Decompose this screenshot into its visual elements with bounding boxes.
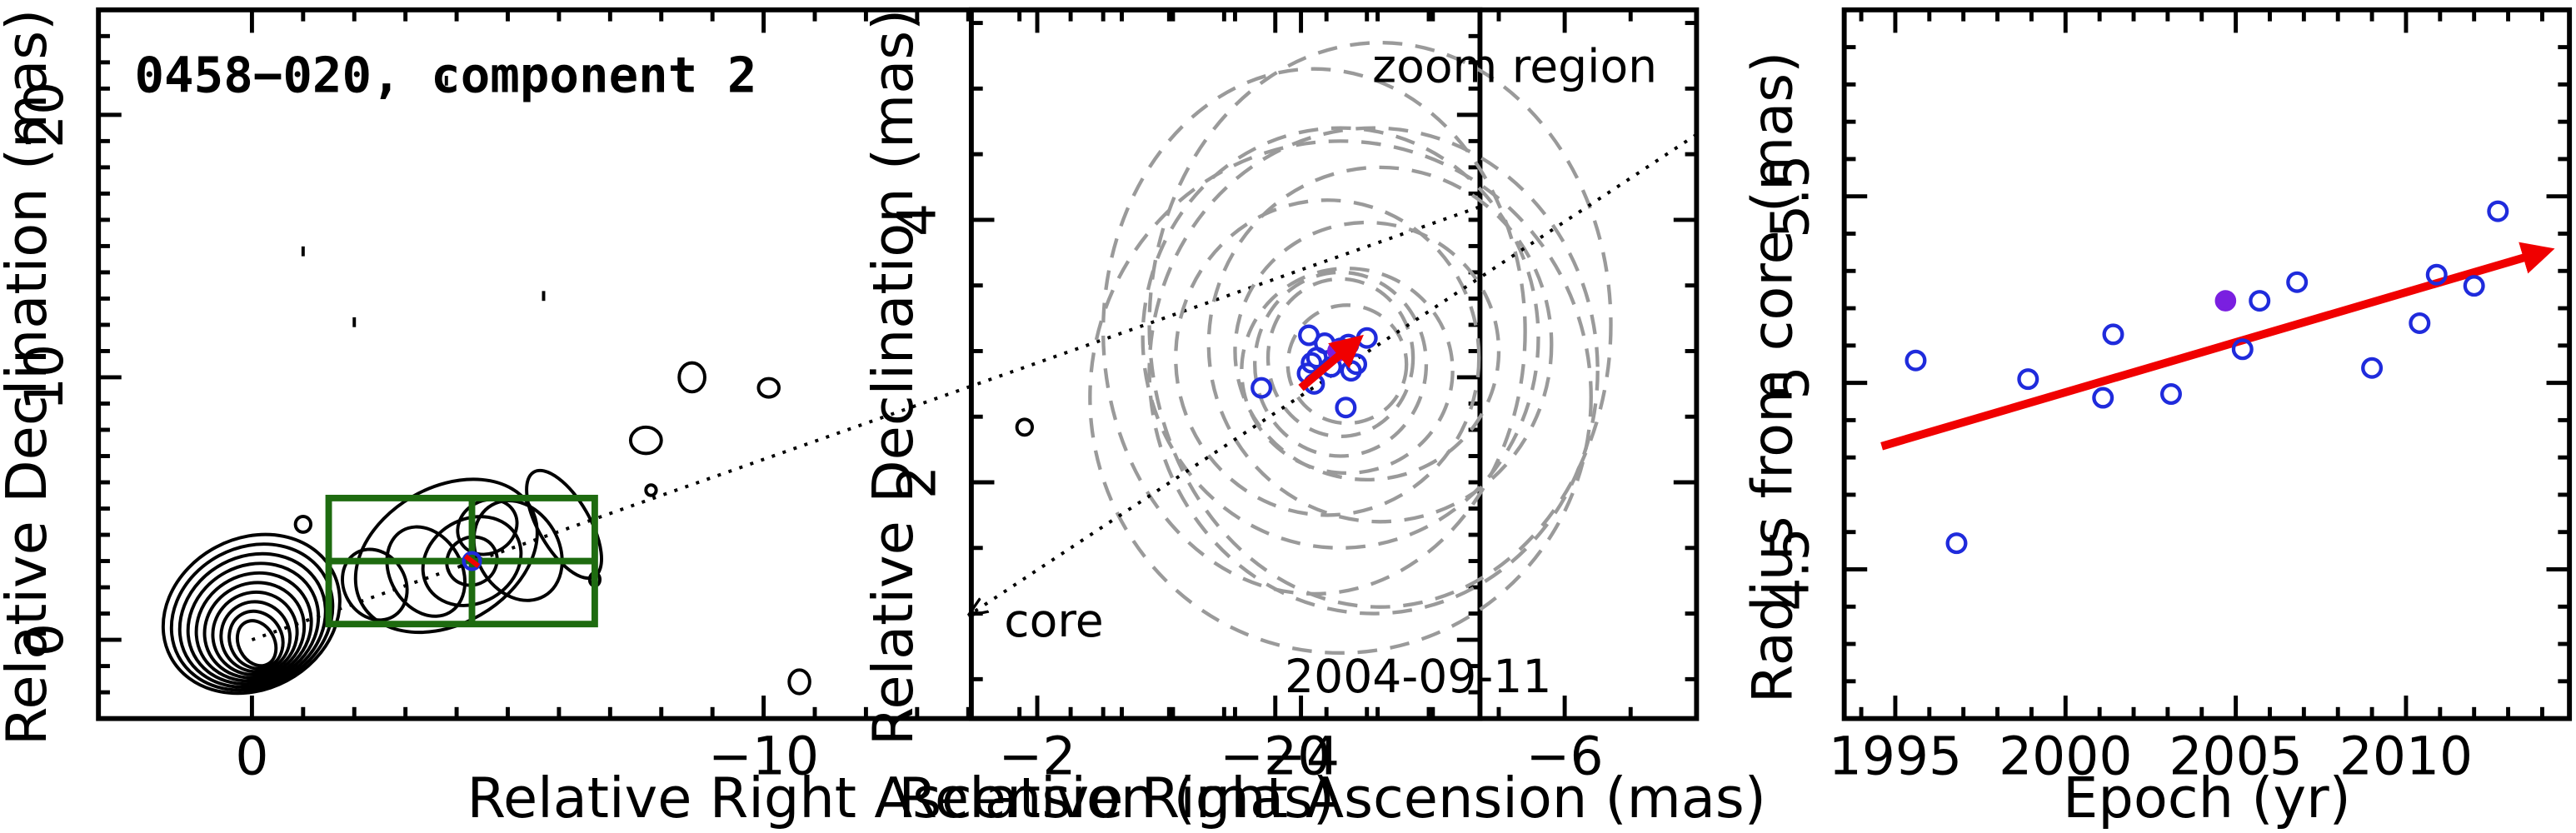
component-position-point — [1358, 329, 1376, 347]
noise-contour — [679, 363, 705, 392]
noise-contour — [1017, 419, 1032, 435]
beam-ellipse — [1235, 222, 1499, 480]
jet-contour — [372, 513, 481, 631]
radius-data-point — [1907, 352, 1925, 370]
radius-data-point — [2250, 292, 2269, 310]
radius-data-point — [2288, 273, 2306, 292]
y-axis-label: Relative Declination (mas) — [861, 9, 926, 746]
figure: 0 −10 −2001020 0458−020, component 2 2004-… — [0, 0, 2576, 833]
noise-contour — [631, 427, 661, 454]
noise-contour — [758, 379, 779, 397]
radius-data-point — [1948, 534, 1966, 552]
x-tick-label: 2010 — [2339, 726, 2473, 787]
noise-contour — [296, 516, 311, 532]
radius-data-point — [2162, 385, 2180, 403]
x-tick-label: 0 — [235, 726, 268, 787]
radius-data-point — [2363, 359, 2381, 377]
radius-data-point — [2489, 202, 2507, 221]
beam-ellipse — [1090, 141, 1590, 652]
radius-data-point — [2019, 370, 2037, 388]
plot-frame — [1845, 10, 2569, 719]
radius-data-point — [2465, 277, 2484, 295]
highlighted-epoch-point — [2217, 292, 2235, 310]
radius-points — [1907, 202, 2508, 552]
noise-contour — [789, 670, 810, 693]
noise-contour — [646, 485, 656, 496]
zoom-region-panel: −2 −4 −624 zoom region core Relative Right… — [861, 9, 1766, 831]
plot-frame — [98, 10, 1480, 719]
component-position-point — [1252, 379, 1271, 397]
radius-data-point — [2410, 314, 2429, 332]
zoom-region-label: zoom region — [1372, 40, 1657, 93]
epoch-annotation: 2004-09-11 — [1285, 651, 1551, 704]
y-axis-label: Relative Declination (mas) — [0, 9, 59, 746]
x-tick-label: 1995 — [1829, 726, 1962, 787]
radius-data-point — [2104, 326, 2123, 344]
y-axis-label: Radius from core (mas) — [1740, 52, 1805, 704]
radius-data-point — [2094, 389, 2112, 407]
component-position-point — [1337, 398, 1355, 416]
x-axis-label: Epoch (yr) — [2063, 766, 2351, 831]
x-axis-label: Relative Right Ascension (mas) — [898, 766, 1766, 831]
core-label: core — [1004, 595, 1103, 648]
panel-title: 0458−020, component 2 — [134, 46, 756, 103]
